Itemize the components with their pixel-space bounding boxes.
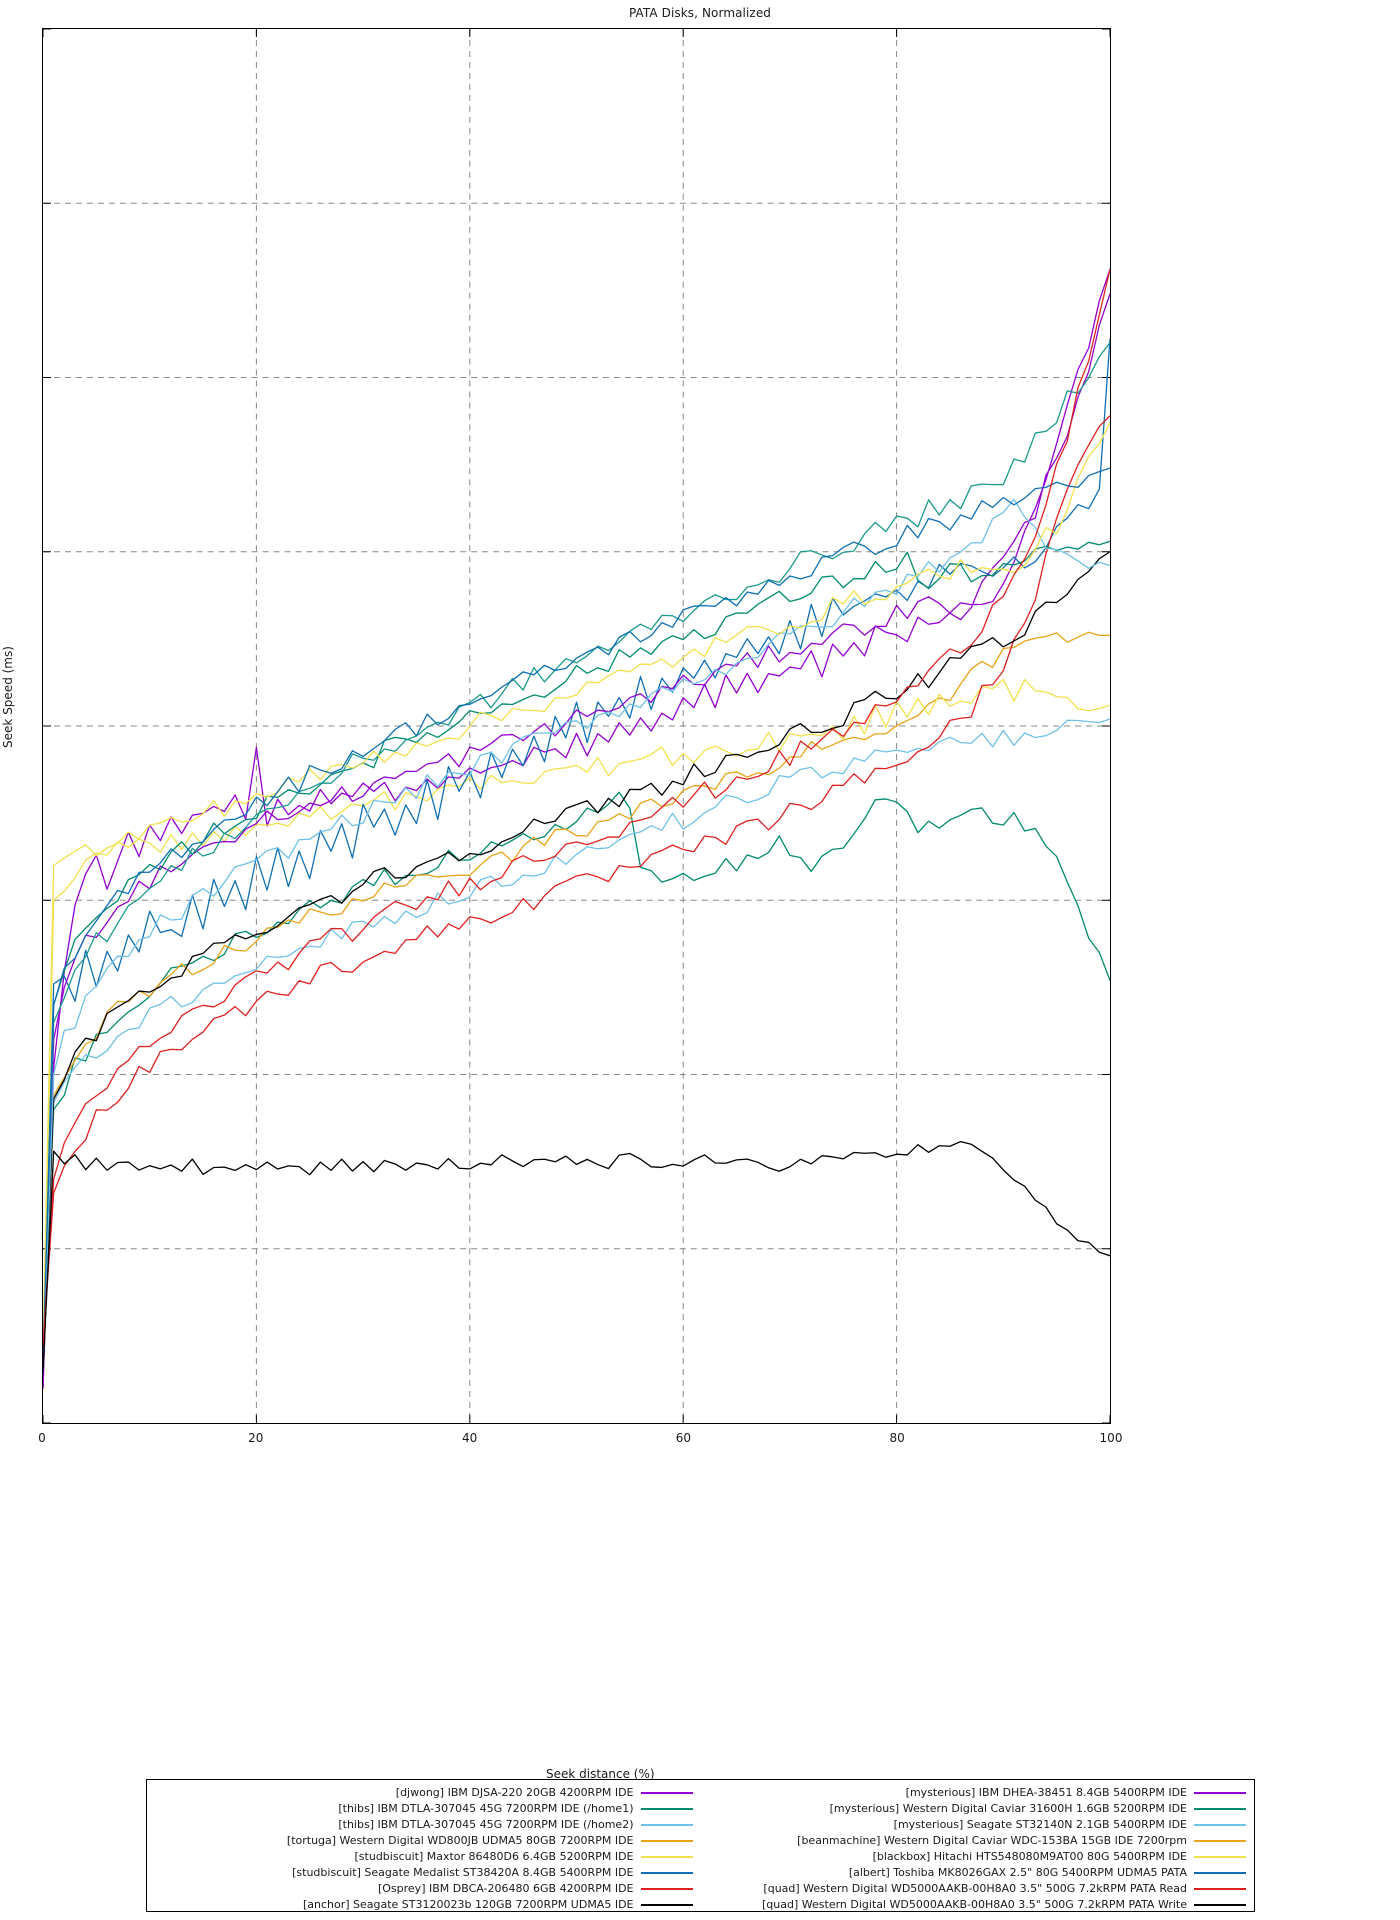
legend-item[interactable]: [thibs] IBM DTLA-307045 45G 7200RPM IDE … <box>147 1817 701 1833</box>
legend-color-swatch <box>640 1840 693 1842</box>
legend-item-label: [beanmachine] Western Digital Caviar WDC… <box>797 1834 1187 1847</box>
series-line <box>43 631 1110 1382</box>
series-line <box>43 338 1110 1361</box>
x-tick-label: 0 <box>38 1431 46 1445</box>
legend-color-swatch <box>1194 1872 1246 1874</box>
x-tick-label: 80 <box>889 1431 905 1445</box>
legend-item-label: [mysterious] IBM DHEA-38451 8.4GB 5400RP… <box>905 1786 1187 1799</box>
series-line <box>43 678 1110 1347</box>
legend-item[interactable]: [albert] Toshiba MK8026GAX 2.5" 80G 5400… <box>701 1865 1255 1881</box>
plot-svg <box>43 29 1110 1423</box>
legend-item[interactable]: [Osprey] IBM DBCA-206480 6GB 4200RPM IDE <box>147 1881 701 1897</box>
legend-item-label: [djwong] IBM DJSA-220 20GB 4200RPM IDE <box>395 1786 634 1799</box>
legend-item[interactable]: [quad] Western Digital WD5000AAKB-00H8A0… <box>701 1897 1255 1913</box>
legend-color-swatch <box>640 1808 693 1810</box>
legend-color-swatch <box>640 1856 693 1858</box>
legend-item[interactable]: [studbiscuit] Maxtor 86480D6 6.4GB 5200R… <box>147 1849 701 1865</box>
legend-item-label: [studbiscuit] Seagate Medalist ST38420A … <box>292 1866 634 1879</box>
legend-column-left: [djwong] IBM DJSA-220 20GB 4200RPM IDE [t… <box>147 1785 701 1911</box>
x-tick-label: 100 <box>1099 1431 1123 1445</box>
legend-color-swatch <box>1194 1808 1246 1810</box>
legend-item-label: [mysterious] Western Digital Caviar 3160… <box>829 1802 1187 1815</box>
legend-item[interactable]: [mysterious] Western Digital Caviar 3160… <box>701 1801 1255 1817</box>
legend-item-label: [thibs] IBM DTLA-307045 45G 7200RPM IDE … <box>338 1818 634 1831</box>
legend-item[interactable]: [beanmachine] Western Digital Caviar WDC… <box>701 1833 1255 1849</box>
legend-color-swatch <box>640 1824 693 1826</box>
series-line <box>43 551 1110 1372</box>
legend-color-swatch <box>1194 1792 1246 1794</box>
legend-item[interactable]: [tortuga] Western Digital WD800JB UDMA5 … <box>147 1833 701 1849</box>
chart-title: PATA Disks, Normalized <box>628 6 772 20</box>
series-line <box>43 467 1110 1361</box>
legend-item-label: [anchor] Seagate ST3120023b 120GB 7200RP… <box>302 1898 634 1911</box>
plot-area <box>42 28 1111 1424</box>
legend-item[interactable]: [mysterious] Seagate ST32140N 2.1GB 5400… <box>701 1817 1255 1833</box>
legend-item[interactable]: [mysterious] IBM DHEA-38451 8.4GB 5400RP… <box>701 1785 1255 1801</box>
series-line <box>43 342 1110 1354</box>
legend-column-right: [mysterious] IBM DHEA-38451 8.4GB 5400RP… <box>701 1785 1255 1911</box>
legend-color-swatch <box>640 1872 693 1874</box>
legend-item-label: [mysterious] Seagate ST32140N 2.1GB 5400… <box>893 1818 1187 1831</box>
series-line <box>43 415 1110 1347</box>
series-line <box>43 268 1110 1347</box>
legend-item[interactable]: [studbiscuit] Seagate Medalist ST38420A … <box>147 1865 701 1881</box>
legend-item-label: [albert] Toshiba MK8026GAX 2.5" 80G 5400… <box>848 1866 1187 1879</box>
legend-color-swatch <box>1194 1840 1246 1842</box>
legend-item[interactable]: [anchor] Seagate ST3120023b 120GB 7200RP… <box>147 1897 701 1913</box>
series-line <box>43 422 1110 1347</box>
legend-item[interactable]: [blackbox] Hitachi HTS548080M9AT00 80G 5… <box>701 1849 1255 1865</box>
legend-item[interactable]: [thibs] IBM DTLA-307045 45G 7200RPM IDE … <box>147 1801 701 1817</box>
series-line <box>43 791 1110 1354</box>
legend-color-swatch <box>1194 1888 1246 1890</box>
series-line <box>43 268 1110 1389</box>
series-line <box>43 1140 1110 1372</box>
series-line <box>43 293 1110 1389</box>
x-axis-label: Seek distance (%) <box>546 1767 655 1781</box>
x-tick-label: 20 <box>248 1431 264 1445</box>
series-line <box>43 718 1110 1372</box>
legend-item[interactable]: [djwong] IBM DJSA-220 20GB 4200RPM IDE <box>147 1785 701 1801</box>
x-tick-label: 40 <box>461 1431 478 1445</box>
legend-color-swatch <box>640 1888 693 1890</box>
legend-item-label: [blackbox] Hitachi HTS548080M9AT00 80G 5… <box>872 1850 1187 1863</box>
legend-item-label: [tortuga] Western Digital WD800JB UDMA5 … <box>286 1834 634 1847</box>
legend-item-label: [quad] Western Digital WD5000AAKB-00H8A0… <box>763 1882 1187 1895</box>
legend-item-label: [quad] Western Digital WD5000AAKB-00H8A0… <box>762 1898 1187 1911</box>
legend: [djwong] IBM DJSA-220 20GB 4200RPM IDE [t… <box>146 1779 1255 1912</box>
legend-color-swatch <box>1194 1856 1246 1858</box>
series-line <box>43 540 1110 1354</box>
legend-color-swatch <box>1194 1904 1246 1906</box>
x-tick-label: 60 <box>675 1431 692 1445</box>
legend-item-label: [studbiscuit] Maxtor 86480D6 6.4GB 5200R… <box>354 1850 634 1863</box>
series-line <box>43 498 1110 1372</box>
y-axis-label: Seek Speed (ms) <box>1 646 15 748</box>
legend-item-label: [thibs] IBM DTLA-307045 45G 7200RPM IDE … <box>338 1802 634 1815</box>
legend-item-label: [Osprey] IBM DBCA-206480 6GB 4200RPM IDE <box>377 1882 634 1895</box>
legend-item[interactable]: [quad] Western Digital WD5000AAKB-00H8A0… <box>701 1881 1255 1897</box>
legend-color-swatch <box>640 1904 693 1906</box>
legend-color-swatch <box>1194 1824 1246 1826</box>
legend-color-swatch <box>640 1792 693 1794</box>
